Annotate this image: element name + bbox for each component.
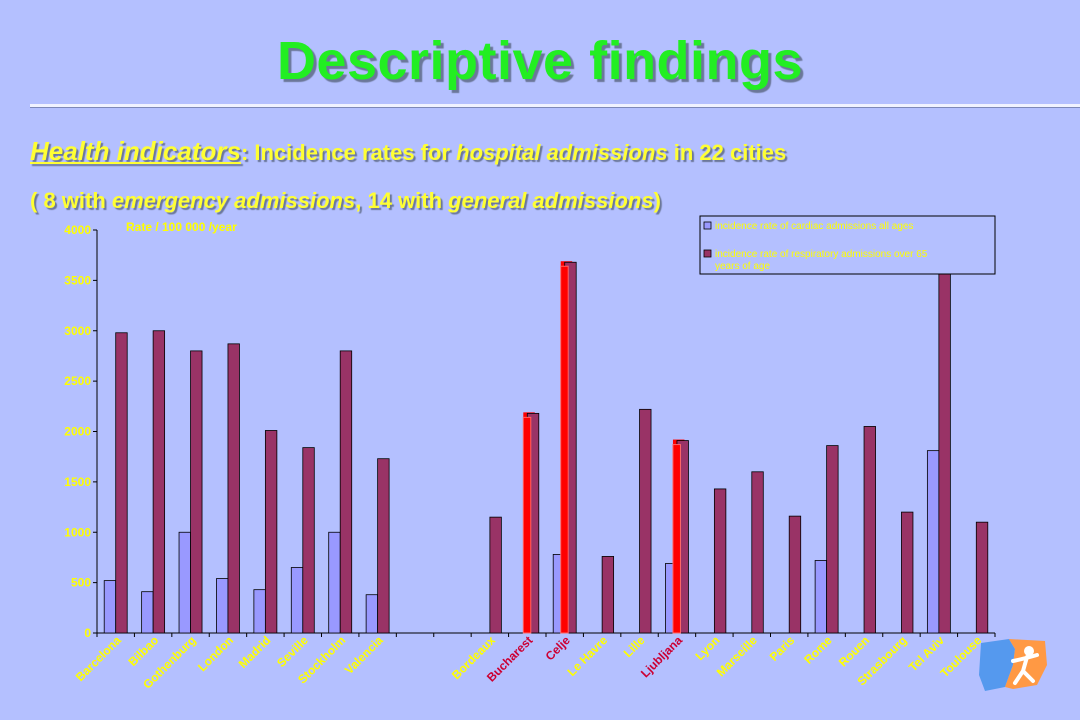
- bar-respiratory: [152, 330, 166, 634]
- x-tick-label: Le Havre: [564, 633, 610, 679]
- bar-respiratory: [938, 267, 951, 634]
- bar-respiratory: [227, 343, 240, 634]
- x-tick-label: Valencia: [342, 633, 386, 677]
- bar-respiratory: [489, 516, 502, 634]
- x-tick-label: Paris: [767, 633, 798, 664]
- bar-cardiac: [814, 560, 828, 634]
- x-tick-label: Lyon: [693, 633, 723, 663]
- bar-highlight: [672, 444, 681, 634]
- bar-cardiac: [103, 580, 117, 634]
- subtitle2-part1: ( 8 with: [30, 188, 112, 213]
- subtitle-part1: Incidence rates for: [248, 140, 457, 165]
- legend-label-cardiac: incidence rate of cardiac admissions all…: [715, 221, 913, 232]
- bar-cardiac: [216, 578, 229, 634]
- bar-cardiac: [365, 594, 379, 634]
- legend-label-respiratory: incidence rate of respiratory admissions…: [715, 249, 928, 272]
- x-tick-label: Marseille: [714, 633, 760, 679]
- legend-box: [699, 215, 996, 275]
- y-tick-label: 2000: [64, 425, 91, 439]
- x-tick-label: Rome: [801, 633, 835, 667]
- bar-respiratory: [863, 426, 876, 634]
- x-tick-label: Bilbao: [125, 633, 161, 669]
- x-tick-label: Seville: [274, 633, 311, 670]
- x-tick-label: Madrid: [236, 633, 274, 671]
- x-tick-label: Lille: [621, 633, 648, 660]
- title-divider: [30, 104, 1080, 108]
- bar-cardiac: [926, 450, 940, 634]
- subtitle2-part2: emergency admissions: [111, 188, 356, 213]
- y-tick-label: 1000: [64, 525, 91, 539]
- x-tick-label: Rouen: [836, 633, 872, 669]
- bar-cardiac: [178, 531, 191, 634]
- subtitle-lead: Health indicators: [30, 136, 241, 166]
- bar-respiratory: [975, 521, 989, 634]
- bar-respiratory: [601, 556, 615, 634]
- x-tick-label: Barcelona: [73, 633, 124, 684]
- legend-swatch-cardiac: [703, 221, 712, 230]
- y-tick-label: 1500: [64, 475, 91, 489]
- y-axis-label: Rate / 100 000 /year: [126, 220, 237, 234]
- subtitle2-part5: ): [653, 188, 661, 213]
- bar-respiratory: [339, 350, 353, 634]
- y-tick-label: 2500: [64, 374, 91, 388]
- y-tick-label: 3500: [64, 273, 91, 287]
- bar-cardiac: [328, 531, 341, 634]
- bar-respiratory: [190, 350, 203, 634]
- x-tick-label: London: [195, 633, 236, 674]
- subtitle-part3: in 22 cities: [667, 140, 787, 165]
- subtitle-line-2: ( 8 with emergency admissions, 14 with g…: [30, 188, 661, 214]
- bar-cardiac: [253, 589, 266, 634]
- bar-highlight: [560, 265, 569, 634]
- y-tick-label: 4000: [64, 223, 91, 237]
- bar-highlight: [522, 416, 532, 634]
- bar-respiratory: [713, 488, 727, 634]
- y-tick-label: 0: [84, 626, 91, 640]
- subtitle2-part4: general admissions: [448, 188, 654, 213]
- legend-swatch-respiratory: [703, 249, 712, 258]
- bar-respiratory: [826, 445, 839, 634]
- bar-respiratory: [901, 511, 914, 634]
- subtitle-part2: hospital admissions: [456, 140, 668, 165]
- x-tick-label: Ljubljana: [638, 633, 685, 680]
- subtitle2-part3: , 14 with: [355, 188, 449, 213]
- y-tick-label: 500: [71, 576, 91, 590]
- bar-cardiac: [290, 567, 304, 634]
- bar-respiratory: [302, 447, 315, 634]
- bar-respiratory: [751, 471, 764, 634]
- bar-respiratory: [264, 430, 278, 634]
- bar-respiratory: [115, 332, 128, 634]
- person-figure-logo-icon: [979, 639, 1047, 691]
- y-tick-label: 3000: [64, 324, 91, 338]
- subtitle-colon: :: [240, 140, 249, 165]
- x-tick-label: Celje: [543, 633, 573, 663]
- bar-respiratory: [788, 515, 802, 634]
- bar-cardiac: [141, 591, 154, 634]
- bar-respiratory: [377, 458, 390, 634]
- subtitle-line-1: Health indicators: Incidence rates for h…: [30, 136, 786, 167]
- slide-title: Descriptive findings: [276, 31, 804, 91]
- bar-respiratory: [639, 408, 652, 634]
